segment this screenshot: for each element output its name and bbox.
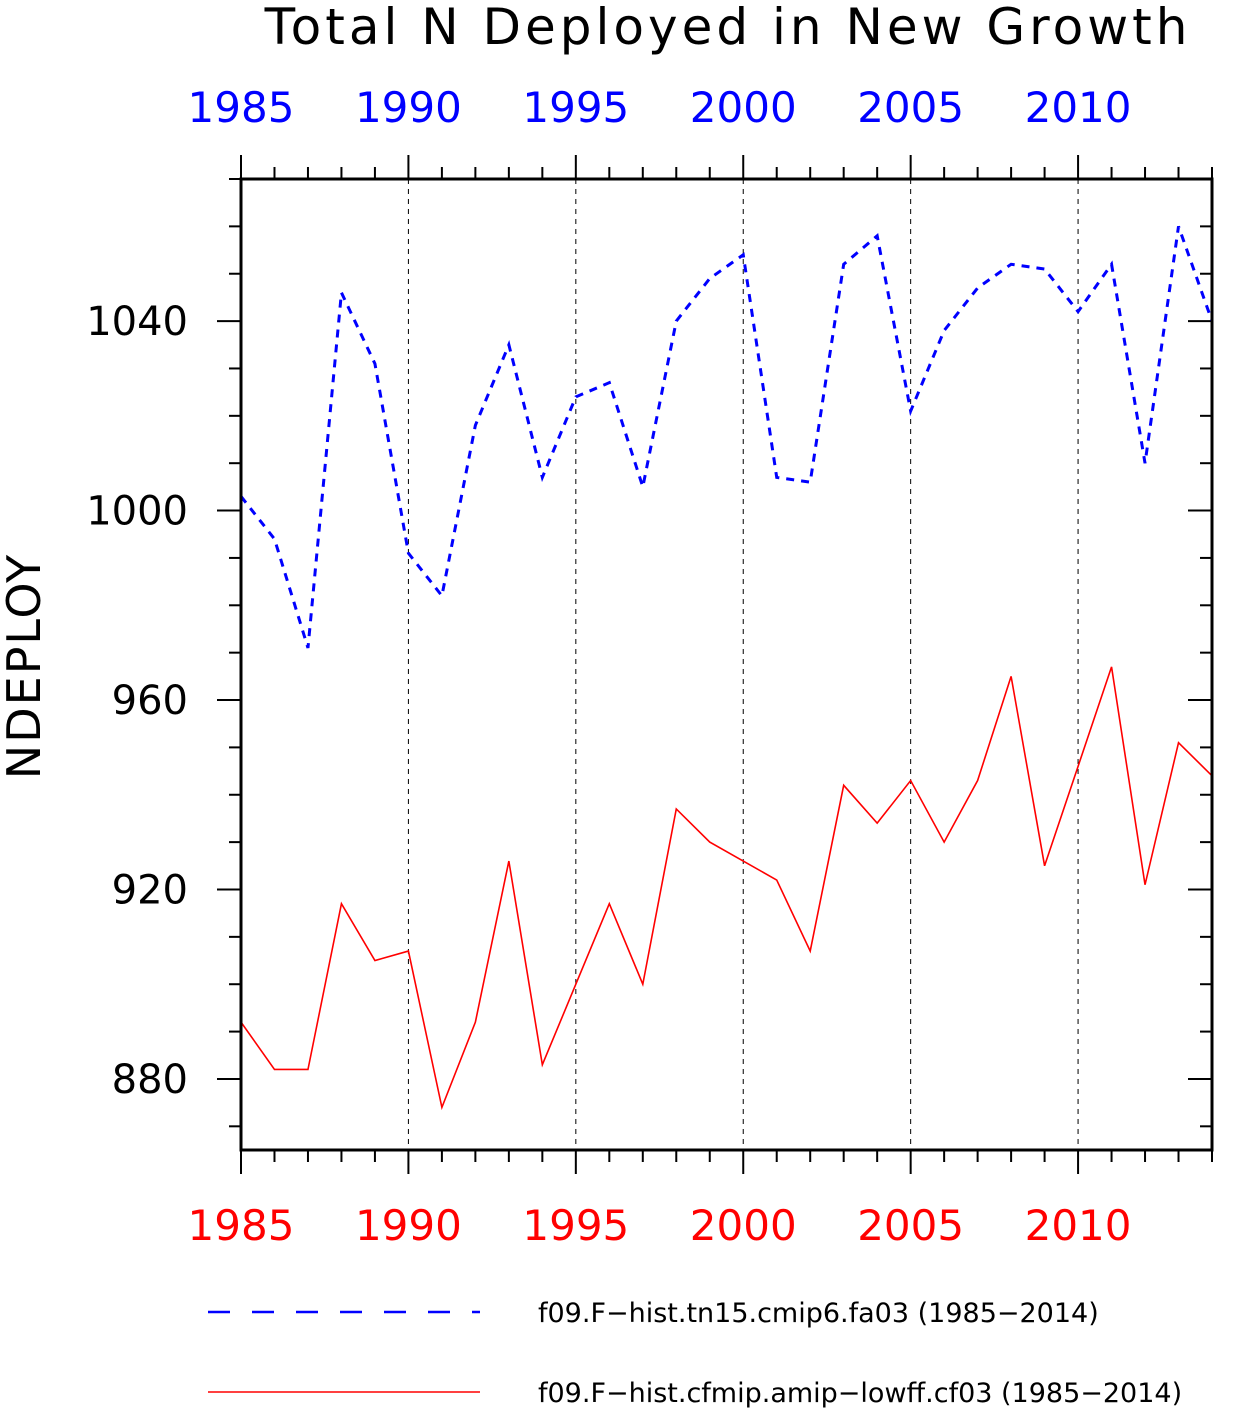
x-bottom-tick-label: 2005: [857, 1201, 964, 1250]
y-tick-label: 880: [112, 1057, 188, 1103]
x-top-tick-label: 1995: [522, 83, 629, 132]
x-bottom-tick-label: 1995: [522, 1201, 629, 1250]
x-top-tick-label: 1990: [355, 83, 462, 132]
series-line-1: [239, 225, 1214, 649]
y-tick-label: 1040: [86, 299, 188, 345]
series-lines: [239, 225, 1214, 1111]
x-top-tick-label: 2000: [690, 83, 797, 132]
legend: f09.F−hist.tn15.cmip6.fa03 (1985−2014) f…: [208, 1298, 1182, 1409]
x-top-tick-labels: 1985 1990 1995 2000 2005 2010: [188, 83, 1132, 132]
axis-ticks: [217, 155, 1213, 1174]
series-line-2: [240, 666, 1213, 1111]
y-tick-label: 960: [112, 678, 188, 724]
x-bottom-tick-labels: 1985 1990 1995 2000 2005 2010: [188, 1201, 1132, 1250]
y-tick-label: 920: [112, 867, 188, 913]
x-top-tick-label: 1985: [188, 83, 295, 132]
x-bottom-tick-label: 2010: [1025, 1201, 1132, 1250]
chart-title: Total N Deployed in New Growth: [264, 0, 1192, 56]
grid-lines: [407, 179, 1079, 1150]
legend-label-series-1: f09.F−hist.tn15.cmip6.fa03 (1985−2014): [538, 1298, 1099, 1329]
x-top-tick-label: 2005: [857, 83, 964, 132]
y-tick-labels: 880 920 960 1000 1040: [86, 299, 188, 1103]
y-tick-label: 1000: [86, 489, 188, 535]
x-top-tick-label: 2010: [1025, 83, 1132, 132]
legend-label-series-2: f09.F−hist.cfmip.amip−lowff.cf03 (1985−2…: [538, 1378, 1182, 1409]
x-bottom-tick-label: 1985: [188, 1201, 295, 1250]
y-axis-label: NDEPLOY: [0, 553, 51, 779]
plot-frame: [239, 177, 1214, 1152]
x-bottom-tick-label: 1990: [355, 1201, 462, 1250]
x-bottom-tick-label: 2000: [690, 1201, 797, 1250]
